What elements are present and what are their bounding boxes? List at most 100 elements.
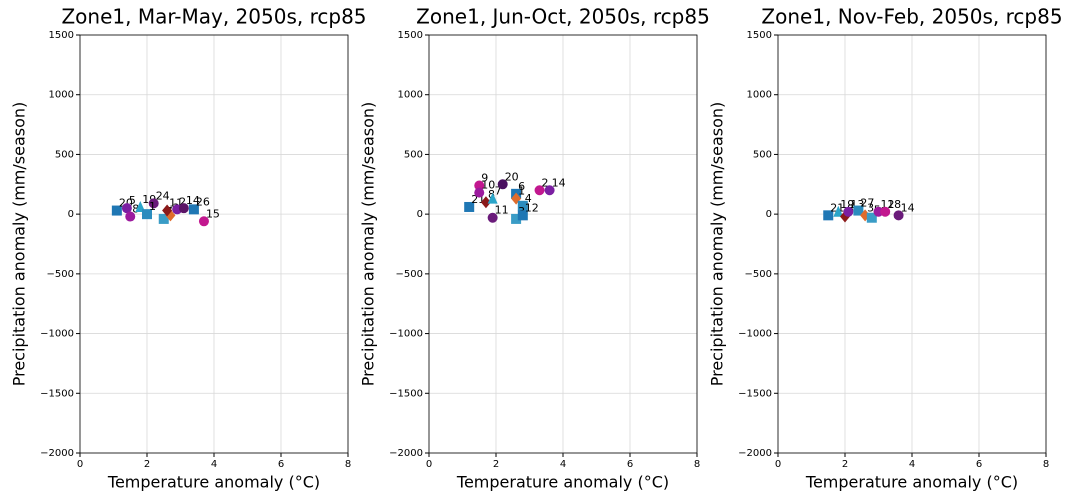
x-tick-label: 8 [694,459,700,470]
point [142,209,152,220]
x-tick-label: 2 [144,459,150,470]
plot-frame [777,34,1047,454]
point [474,187,485,198]
point [125,211,136,222]
point [534,185,545,196]
y-tick-label: −1000 [40,329,74,340]
point-label: 14 [552,176,566,189]
y-tick-label: −500 [745,269,772,280]
y-tick-label: −1500 [40,388,74,399]
x-tick-label: 4 [560,459,566,470]
point [843,206,854,217]
x-tick-label: 6 [627,459,633,470]
point [480,196,491,209]
point-label: 14 [186,194,200,207]
y-tick-label: 0 [766,209,772,220]
x-axis-label: Temperature anomaly (°C) [107,473,320,492]
point-label: 4 [525,192,532,205]
y-tick-label: 500 [753,149,772,160]
x-tick-label: 2 [493,459,499,470]
point [148,198,159,209]
y-axis-label: Precipitation anomaly (mm/season) [10,102,29,387]
point-label: 21 [830,201,844,214]
point [823,210,834,221]
point [497,179,508,190]
chart-title: Zone1, Nov-Feb, 2050s, rcp85 [761,5,1062,29]
chart-title: Zone1, Mar-May, 2050s, rcp85 [61,5,366,29]
point [511,213,522,224]
point-label: 27 [860,197,874,210]
point [866,212,877,223]
x-tick-label: 4 [211,459,217,470]
x-tick-label: 8 [1043,459,1049,470]
point-label: 20 [505,170,519,183]
point [464,201,475,212]
y-tick-label: −1500 [389,388,423,399]
point-label: 26 [196,195,210,208]
y-tick-label: 0 [417,209,423,220]
x-tick-label: 4 [909,459,915,470]
point-label: 12 [525,201,539,214]
point [121,203,132,214]
point [111,205,122,216]
point [188,204,199,215]
y-tick-label: 0 [68,209,74,220]
y-tick-label: 1000 [747,90,772,101]
point-label: 2 [542,176,549,189]
point [544,185,555,196]
point-label: 15 [206,207,220,220]
point-label: 18 [887,198,901,211]
point [198,216,209,227]
x-tick-label: 0 [77,459,83,470]
y-tick-label: 1500 [49,30,74,41]
point-label: 1 [149,200,156,213]
x-tick-label: 2 [842,459,848,470]
point-label: 3 [867,201,874,214]
point-label: 6 [518,180,525,193]
point-label: 9 [481,171,488,184]
y-tick-label: 1500 [747,30,772,41]
point-label: 1 [518,185,525,198]
point [853,205,864,216]
y-tick-label: −500 [47,269,74,280]
point [162,204,173,217]
point-label: 10 [481,179,495,192]
point [517,200,528,211]
point [487,192,498,204]
point-label: 11 [495,204,509,217]
point [158,213,169,224]
point [474,180,485,191]
y-tick-label: −1000 [389,329,423,340]
y-tick-label: 1000 [398,90,423,101]
y-tick-label: 500 [404,149,423,160]
point [833,205,844,217]
x-tick-label: 0 [775,459,781,470]
y-tick-label: −500 [396,269,423,280]
chart-title: Zone1, Jun-Oct, 2050s, rcp85 [416,5,710,29]
y-tick-label: −2000 [389,448,423,459]
point-label: 8 [488,188,495,201]
y-tick-label: −1000 [738,329,772,340]
y-axis-label: Precipitation anomaly (mm/season) [708,102,727,387]
x-axis-label: Temperature anomaly (°C) [805,473,1018,492]
x-tick-label: 0 [426,459,432,470]
x-axis-label: Temperature anomaly (°C) [456,473,669,492]
y-tick-label: 500 [55,149,74,160]
plot-frame [79,34,349,454]
x-tick-label: 8 [345,459,351,470]
x-tick-label: 6 [278,459,284,470]
y-tick-label: −2000 [40,448,74,459]
plot-frame [428,34,698,454]
point [487,212,498,223]
y-tick-label: 1000 [49,90,74,101]
point-label: 8 [132,203,139,216]
x-tick-label: 6 [976,459,982,470]
point-label: 2 [179,195,186,208]
point [178,203,189,214]
y-tick-label: −1500 [738,388,772,399]
y-axis-label: Precipitation anomaly (mm/season) [359,102,378,387]
point-label: 5 [129,194,136,207]
y-tick-label: −2000 [738,448,772,459]
